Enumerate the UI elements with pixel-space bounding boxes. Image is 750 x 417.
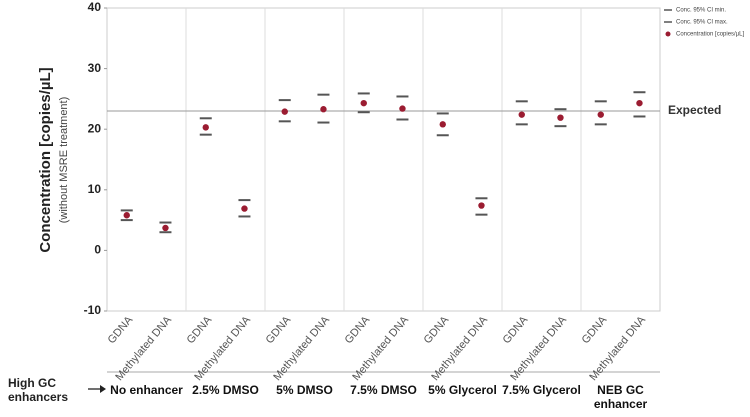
group-label: NEB GC enhancer <box>593 383 648 411</box>
y-tick-label: 10 <box>88 182 102 196</box>
legend-symbol <box>665 31 671 37</box>
y-tick-label: 30 <box>88 61 102 75</box>
y-tick-label: 20 <box>88 121 102 135</box>
group-label: 5% Glycerol <box>428 383 497 397</box>
plot-frame <box>106 7 661 312</box>
x-tick-label: GDNA <box>501 314 531 347</box>
group-label: 5% DMSO <box>276 383 333 397</box>
concentration-point <box>123 212 130 219</box>
concentration-point <box>597 111 604 118</box>
x-tick-label: GDNA <box>185 314 215 347</box>
x-tick-label: GDNA <box>343 314 373 347</box>
y-axis-sublabel: (without MSRE treatment) <box>58 97 70 224</box>
x-tick-label: GDNA <box>106 314 136 347</box>
concentration-point <box>478 202 485 209</box>
concentration-point <box>281 108 288 115</box>
x-tick-label: GDNA <box>422 314 452 347</box>
concentration-point <box>202 124 209 131</box>
concentration-point <box>320 106 327 113</box>
y-tick-label: -10 <box>84 303 102 317</box>
concentration-point <box>162 224 169 232</box>
group-label: No enhancer <box>110 383 183 397</box>
x-tick-label: GDNA <box>580 314 610 347</box>
concentration-point <box>399 105 406 112</box>
legend-label: Conc. 95% CI min. <box>676 8 726 14</box>
concentration-point <box>439 121 446 128</box>
legend-label: Concentration [copies/µL] <box>676 32 744 38</box>
concentration-point <box>557 114 564 121</box>
group-label: 7.5% DMSO <box>350 383 417 397</box>
group-label: 2.5% DMSO <box>192 383 259 397</box>
x-tick-label: GDNA <box>264 314 294 347</box>
concentration-point <box>518 111 525 118</box>
reference-label: Expected <box>668 103 721 117</box>
concentration-point <box>636 99 643 107</box>
concentration-point <box>241 205 248 212</box>
legend-label: Conc. 95% CI max. <box>676 20 728 26</box>
y-axis-label: Concentration [copies/µL] <box>37 67 54 252</box>
y-tick-label: 0 <box>94 243 101 257</box>
group-label: 7.5% Glycerol <box>502 383 581 397</box>
group-axis-arrowhead <box>100 385 106 393</box>
y-tick-label: 40 <box>88 0 102 14</box>
group-axis-label: High GC enhancers <box>8 376 69 404</box>
concentration-point <box>360 99 367 107</box>
